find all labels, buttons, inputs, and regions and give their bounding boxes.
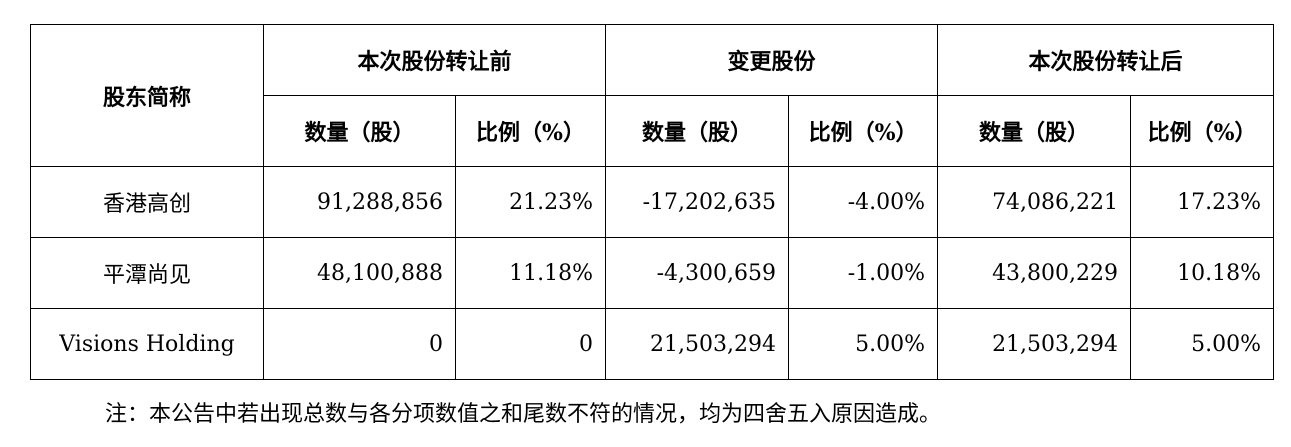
cell: 5.00% — [1130, 308, 1275, 380]
group-header: 本次股份转让后 — [937, 24, 1275, 96]
sub-header: 数量（股） — [605, 95, 790, 167]
cell: -4,300,659 — [605, 237, 790, 309]
cell: 5.00% — [788, 308, 939, 380]
cell: 10.18% — [1130, 237, 1275, 309]
sub-header: 比例（%） — [788, 95, 939, 167]
cell: 21,503,294 — [605, 308, 790, 380]
cell: 0 — [263, 308, 456, 380]
cell: 0 — [454, 308, 607, 380]
table-row: Visions Holding 0 0 21,503,294 5.00% 21,503,2… — [30, 308, 1275, 380]
shareholder-name: 香港高创 — [30, 166, 264, 238]
footnote: 注：本公告中若出现总数与各分项数值之和尾数不符的情况，均为四舍五入原因造成。 — [105, 402, 942, 427]
corner-header: 股东简称 — [30, 24, 264, 167]
sub-header: 比例（%） — [1130, 95, 1275, 167]
cell: -4.00% — [788, 166, 939, 238]
cell: -17,202,635 — [605, 166, 790, 238]
cell: 91,288,856 — [263, 166, 456, 238]
shareholding-table: 股东简称 本次股份转让前 变更股份 本次股份转让后 数量（股） 比例（%） 数量（股… — [30, 24, 1275, 380]
group-header: 本次股份转让前 — [262, 24, 607, 96]
cell: 48,100,888 — [263, 237, 456, 309]
shareholder-name: Visions Holding — [30, 308, 264, 380]
cell: 21,503,294 — [937, 308, 1132, 380]
cell: 11.18% — [454, 237, 607, 309]
group-header: 变更股份 — [605, 24, 939, 96]
sub-header: 比例（%） — [454, 95, 607, 167]
sub-header: 数量（股） — [263, 95, 456, 167]
cell: 74,086,221 — [937, 166, 1132, 238]
sub-header: 数量（股） — [937, 95, 1132, 167]
table-row: 香港高创 91,288,856 21.23% -17,202,635 -4.00% 74,… — [30, 166, 1275, 238]
cell: 43,800,229 — [937, 237, 1132, 309]
shareholder-name: 平潭尚见 — [30, 237, 264, 309]
table-row: 平潭尚见 48,100,888 11.18% -4,300,659 -1.00% 43,8… — [30, 237, 1275, 309]
cell: -1.00% — [788, 237, 939, 309]
cell: 21.23% — [454, 166, 607, 238]
cell: 17.23% — [1130, 166, 1275, 238]
